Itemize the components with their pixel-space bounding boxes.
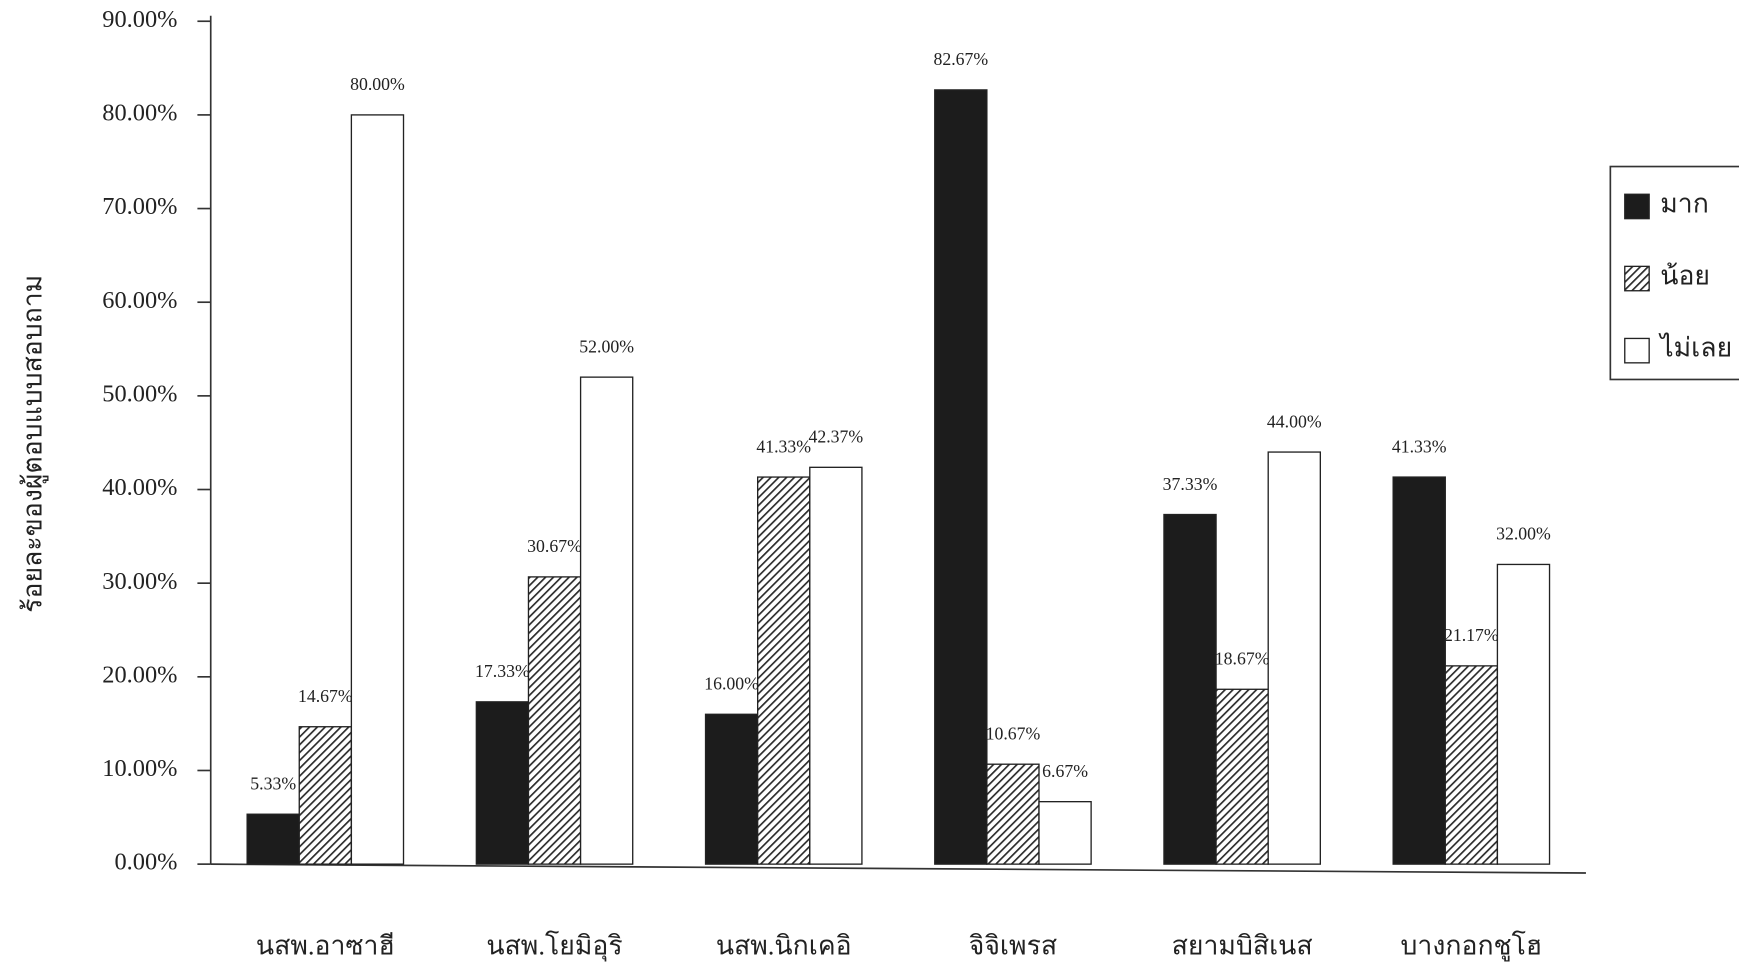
bar xyxy=(1444,665,1499,865)
value-label: 18.67% xyxy=(1215,649,1270,669)
y-tick-label: 0.00% xyxy=(114,849,177,876)
bar xyxy=(1163,513,1217,865)
legend-label: มาก xyxy=(1660,189,1709,219)
x-tick-label: นสพ.โยมิอุริ xyxy=(486,931,622,962)
bar xyxy=(1038,801,1092,865)
bar xyxy=(298,726,353,865)
value-label: 42.37% xyxy=(809,427,864,447)
bar xyxy=(350,114,405,865)
bar xyxy=(527,576,582,865)
bar xyxy=(986,763,1040,865)
value-label: 32.00% xyxy=(1496,524,1551,544)
value-label: 5.33% xyxy=(250,773,296,793)
x-tick-label: จิจิเพรส xyxy=(969,931,1057,961)
y-tick-label: 80.00% xyxy=(102,99,177,126)
x-tick-label: สยามบิสิเนส xyxy=(1172,931,1313,961)
x-axis xyxy=(210,863,1586,874)
bar xyxy=(934,89,988,865)
legend-label: น้อย xyxy=(1660,261,1710,291)
legend-swatch xyxy=(1624,193,1650,220)
bar xyxy=(579,376,634,865)
value-label: 10.67% xyxy=(986,723,1041,743)
bar xyxy=(1392,476,1446,865)
y-tick-label: 40.00% xyxy=(102,474,177,501)
value-label: 16.00% xyxy=(704,674,759,694)
y-tick-label: 90.00% xyxy=(102,6,177,33)
bar xyxy=(1215,688,1269,865)
bar xyxy=(1267,451,1321,865)
x-tick-label: นสพ.นิกเคอิ xyxy=(716,931,852,961)
bar xyxy=(475,701,530,865)
legend-swatch xyxy=(1624,337,1650,364)
legend-swatch xyxy=(1624,265,1650,292)
value-label: 41.33% xyxy=(1392,436,1447,456)
x-tick-label: บางกอกชูโฮ xyxy=(1401,931,1543,962)
value-label: 14.67% xyxy=(298,686,353,706)
y-tick-label: 70.00% xyxy=(102,193,177,220)
y-axis-label: ร้อยละของผู้ตอบแบบสอบถาม xyxy=(18,275,49,613)
y-tick-label: 50.00% xyxy=(102,380,177,407)
value-label: 6.67% xyxy=(1042,761,1088,781)
value-label: 44.00% xyxy=(1267,411,1322,431)
bar xyxy=(757,476,811,865)
y-tick-label: 60.00% xyxy=(102,287,177,314)
bar xyxy=(704,713,759,865)
y-tick-label: 10.00% xyxy=(102,755,177,782)
value-label: 30.67% xyxy=(527,536,582,556)
y-tick-label: 20.00% xyxy=(102,661,177,688)
value-label: 41.33% xyxy=(756,436,811,456)
legend-label: ไม่เลย xyxy=(1658,333,1732,363)
bar xyxy=(809,466,863,865)
value-label: 17.33% xyxy=(475,661,530,681)
bar xyxy=(246,813,300,865)
value-label: 82.67% xyxy=(933,49,988,69)
value-label: 21.17% xyxy=(1444,625,1499,645)
y-tick-label: 30.00% xyxy=(102,568,177,595)
value-label: 52.00% xyxy=(579,336,634,356)
x-tick-label: นสพ.อาซาฮี xyxy=(256,931,395,961)
value-label: 37.33% xyxy=(1163,474,1218,494)
bar xyxy=(1496,563,1551,865)
value-label: 80.00% xyxy=(350,74,405,94)
